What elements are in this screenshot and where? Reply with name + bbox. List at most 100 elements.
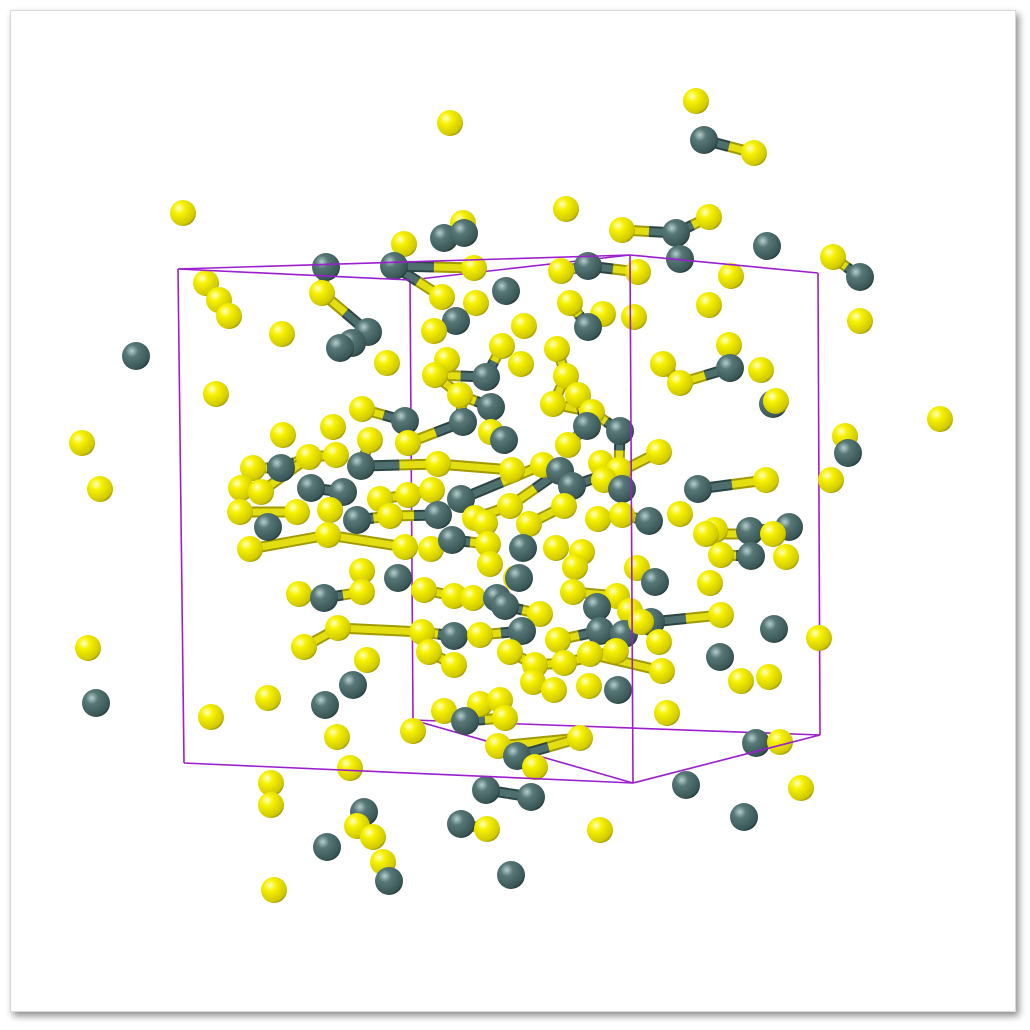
gray-atom[interactable]: [312, 253, 340, 281]
yellow-atom[interactable]: [349, 396, 375, 422]
yellow-atom[interactable]: [240, 455, 266, 481]
gray-atom[interactable]: [384, 564, 412, 592]
yellow-atom[interactable]: [748, 357, 774, 383]
gray-atom[interactable]: [267, 454, 295, 482]
yellow-atom[interactable]: [541, 677, 567, 703]
gray-atom[interactable]: [490, 426, 518, 454]
yellow-atom[interactable]: [625, 259, 651, 285]
gray-atom[interactable]: [662, 219, 690, 247]
yellow-atom[interactable]: [522, 754, 548, 780]
yellow-atom[interactable]: [553, 196, 579, 222]
gray-atom[interactable]: [730, 803, 758, 831]
yellow-atom[interactable]: [753, 467, 779, 493]
yellow-atom[interactable]: [557, 290, 583, 316]
yellow-atom[interactable]: [467, 622, 493, 648]
gray-atom[interactable]: [447, 810, 475, 838]
gray-atom[interactable]: [574, 313, 602, 341]
yellow-atom[interactable]: [696, 204, 722, 230]
yellow-atom[interactable]: [472, 510, 498, 536]
yellow-atom[interactable]: [441, 583, 467, 609]
yellow-atom[interactable]: [708, 602, 734, 628]
gray-atom[interactable]: [635, 507, 663, 535]
yellow-atom[interactable]: [354, 647, 380, 673]
gray-atom[interactable]: [604, 676, 632, 704]
yellow-atom[interactable]: [170, 200, 196, 226]
yellow-atom[interactable]: [317, 497, 343, 523]
yellow-atom[interactable]: [567, 725, 593, 751]
gray-atom[interactable]: [380, 252, 408, 280]
gray-atom[interactable]: [297, 474, 325, 502]
gray-atom[interactable]: [82, 689, 110, 717]
yellow-atom[interactable]: [228, 475, 254, 501]
yellow-atom[interactable]: [421, 318, 447, 344]
yellow-atom[interactable]: [431, 698, 457, 724]
yellow-atom[interactable]: [927, 406, 953, 432]
gray-atom[interactable]: [472, 363, 500, 391]
yellow-atom[interactable]: [543, 535, 569, 561]
gray-atom[interactable]: [573, 412, 601, 440]
gray-atom[interactable]: [586, 617, 614, 645]
gray-atom[interactable]: [846, 263, 874, 291]
yellow-atom[interactable]: [621, 304, 647, 330]
yellow-atom[interactable]: [296, 444, 322, 470]
yellow-atom[interactable]: [667, 501, 693, 527]
yellow-atom[interactable]: [258, 770, 284, 796]
gray-atom[interactable]: [583, 593, 611, 621]
yellow-atom[interactable]: [324, 724, 350, 750]
gray-atom[interactable]: [509, 534, 537, 562]
yellow-atom[interactable]: [395, 430, 421, 456]
gray-atom[interactable]: [311, 691, 339, 719]
gray-atom[interactable]: [505, 564, 533, 592]
yellow-atom[interactable]: [649, 658, 675, 684]
yellow-atom[interactable]: [270, 422, 296, 448]
yellow-atom[interactable]: [767, 729, 793, 755]
yellow-atom[interactable]: [646, 439, 672, 465]
gray-atom[interactable]: [313, 833, 341, 861]
yellow-atom[interactable]: [508, 351, 534, 377]
yellow-atom[interactable]: [756, 664, 782, 690]
yellow-atom[interactable]: [520, 669, 546, 695]
yellow-atom[interactable]: [741, 140, 767, 166]
yellow-atom[interactable]: [237, 536, 263, 562]
yellow-atom[interactable]: [419, 477, 445, 503]
yellow-atom[interactable]: [818, 467, 844, 493]
gray-atom[interactable]: [737, 542, 765, 570]
gray-atom[interactable]: [339, 671, 367, 699]
yellow-atom[interactable]: [585, 506, 611, 532]
gray-atom[interactable]: [736, 517, 764, 545]
gray-atom[interactable]: [672, 771, 700, 799]
yellow-atom[interactable]: [696, 292, 722, 318]
yellow-atom[interactable]: [315, 522, 341, 548]
yellow-atom[interactable]: [349, 558, 375, 584]
yellow-atom[interactable]: [548, 258, 574, 284]
yellow-atom[interactable]: [718, 263, 744, 289]
yellow-atom[interactable]: [499, 457, 525, 483]
yellow-atom[interactable]: [609, 217, 635, 243]
gray-atom[interactable]: [310, 584, 338, 612]
gray-atom[interactable]: [497, 861, 525, 889]
gray-atom[interactable]: [492, 277, 520, 305]
yellow-atom[interactable]: [392, 534, 418, 560]
yellow-atom[interactable]: [683, 88, 709, 114]
yellow-atom[interactable]: [391, 231, 417, 257]
gray-atom[interactable]: [834, 439, 862, 467]
yellow-atom[interactable]: [203, 381, 229, 407]
yellow-atom[interactable]: [773, 544, 799, 570]
gray-atom[interactable]: [684, 475, 712, 503]
gray-atom[interactable]: [574, 252, 602, 280]
gray-atom[interactable]: [254, 513, 282, 541]
yellow-atom[interactable]: [418, 536, 444, 562]
yellow-atom[interactable]: [349, 579, 375, 605]
yellow-atom[interactable]: [248, 479, 274, 505]
yellow-atom[interactable]: [377, 503, 403, 529]
gray-atom[interactable]: [760, 615, 788, 643]
gray-atom[interactable]: [438, 526, 466, 554]
yellow-atom[interactable]: [562, 554, 588, 580]
yellow-atom[interactable]: [422, 362, 448, 388]
yellow-atom[interactable]: [489, 333, 515, 359]
yellow-atom[interactable]: [258, 792, 284, 818]
gray-atom[interactable]: [442, 307, 470, 335]
gray-atom[interactable]: [508, 617, 536, 645]
